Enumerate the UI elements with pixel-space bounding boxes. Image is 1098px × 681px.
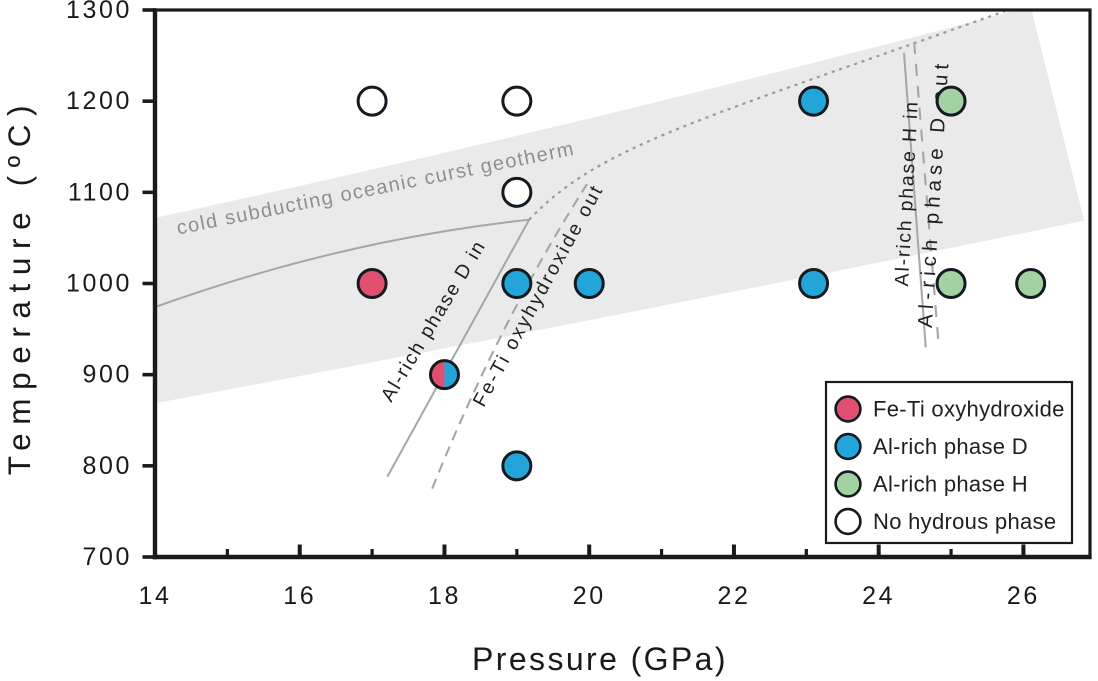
y-tick-label: 700 xyxy=(82,543,132,571)
x-tick-label: 16 xyxy=(283,582,316,610)
phase-boundary-curves xyxy=(156,9,1006,490)
data-point xyxy=(935,268,967,299)
data-point xyxy=(501,176,533,208)
marker-outline xyxy=(798,85,830,117)
marker-outline xyxy=(428,359,460,391)
x-tick-label: 18 xyxy=(428,582,461,610)
marker-fill xyxy=(502,87,531,116)
data-point xyxy=(501,450,533,482)
data-point xyxy=(1015,268,1047,299)
y-tick-label: 900 xyxy=(82,361,132,389)
curve-al-rich-phase-h-in xyxy=(903,52,927,348)
marker-outline xyxy=(501,85,533,117)
legend-marker xyxy=(834,507,862,536)
marker-fill xyxy=(358,269,387,298)
axes-layer: 14 16 18 20 22 24 26 700 800 900 1000 1100 1200 1300 xyxy=(66,0,1092,610)
data-point xyxy=(573,268,605,299)
geotherm-band xyxy=(155,8,1085,403)
y-tick-label: 800 xyxy=(82,452,132,480)
curve-geotherm-line xyxy=(156,218,530,308)
marker-fill xyxy=(502,451,531,480)
x-axis-title: Pressure (GPa) xyxy=(472,641,728,677)
curve-fe-ti-oxyhydroxide-out xyxy=(431,183,588,490)
data-point xyxy=(935,85,967,117)
curve-al-rich-phase-d-in xyxy=(386,219,531,478)
marker-fill xyxy=(937,269,966,298)
marker-outline xyxy=(573,268,605,299)
x-tick-label: 20 xyxy=(573,582,606,610)
marker-outline xyxy=(935,268,967,299)
legend-item: Fe-Ti oxyhydroxide xyxy=(834,395,1065,423)
marker-outline xyxy=(501,450,533,482)
data-point xyxy=(501,85,533,117)
geotherm-band-layer xyxy=(155,8,1085,403)
data-point xyxy=(356,268,388,299)
legend-box xyxy=(824,380,1074,545)
marker-fill xyxy=(575,269,604,298)
data-point xyxy=(798,268,830,299)
y-tick-label: 1200 xyxy=(66,87,132,115)
x-tick-label: 14 xyxy=(138,582,171,610)
legend-marker xyxy=(834,432,862,461)
data-point xyxy=(798,85,830,117)
legend-item: No hydrous phase xyxy=(834,507,1056,536)
legend-label: Al-rich phase H xyxy=(873,472,1028,497)
legend-marker xyxy=(834,395,862,423)
marker-fill xyxy=(358,87,387,116)
marker-fill xyxy=(502,178,531,207)
legend-label: No hydrous phase xyxy=(873,509,1056,534)
y-tick-label: 1300 xyxy=(66,0,132,24)
x-tick-label: 24 xyxy=(862,582,895,610)
data-point xyxy=(356,85,388,117)
legend: Fe-Ti oxyhydroxide Al-rich phase D Al-rich… xyxy=(824,380,1074,545)
marker-outline xyxy=(501,176,533,208)
legend-marker xyxy=(834,470,862,498)
y-tick-label: 1100 xyxy=(68,178,132,206)
marker-fill xyxy=(1016,269,1045,298)
marker-fill xyxy=(799,87,828,116)
legend-label: Fe-Ti oxyhydroxide xyxy=(873,397,1065,422)
data-point xyxy=(428,359,460,391)
curve-al-rich-phase-d-out xyxy=(913,41,940,347)
marker-fill xyxy=(502,269,531,298)
y-tick-label: 1000 xyxy=(66,270,132,298)
marker-outline xyxy=(356,85,388,117)
marker-fill xyxy=(937,87,966,116)
marker-outline xyxy=(356,268,388,299)
legend-label: Al-rich phase D xyxy=(873,434,1028,459)
data-points-layer xyxy=(356,85,1047,482)
marker-outline xyxy=(935,85,967,117)
y-axis-title: Temperature (ºC) xyxy=(1,97,37,475)
marker-fill xyxy=(799,269,828,298)
legend-item: Al-rich phase D xyxy=(834,432,1028,461)
marker-outline xyxy=(1015,268,1047,299)
marker-outline xyxy=(501,268,533,299)
x-tick-label: 26 xyxy=(1007,582,1040,610)
legend-item: Al-rich phase H xyxy=(834,470,1028,498)
marker-outline xyxy=(798,268,830,299)
data-point xyxy=(501,268,533,299)
x-tick-label: 22 xyxy=(717,582,750,610)
